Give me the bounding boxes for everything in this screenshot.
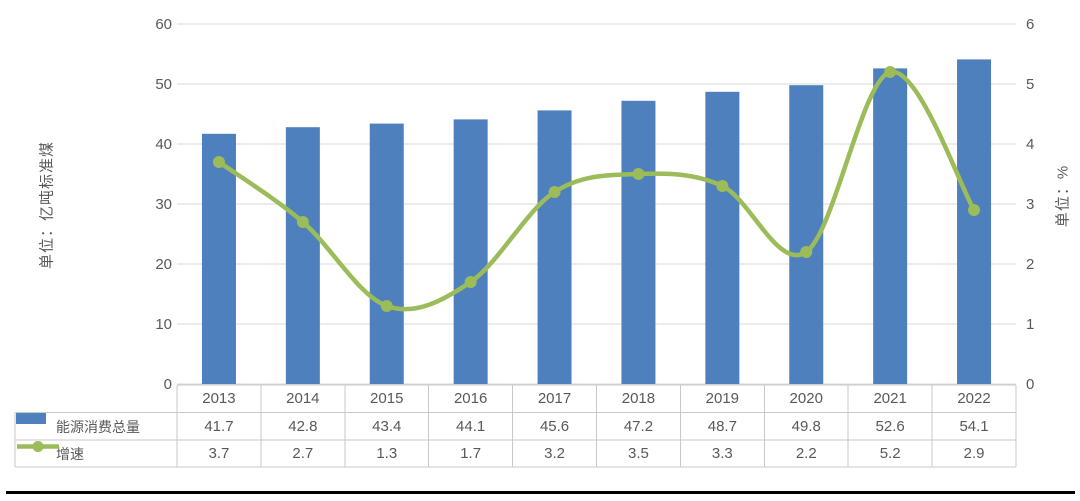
table-value-cell: 42.8 bbox=[288, 417, 318, 435]
left-axis-tick-label: 20 bbox=[155, 256, 172, 273]
line-marker bbox=[548, 186, 561, 198]
bar bbox=[201, 133, 236, 384]
x-axis-label: 2021 bbox=[873, 390, 907, 408]
table-value-cell: 2.9 bbox=[963, 445, 985, 462]
x-axis-label: 2019 bbox=[705, 390, 740, 408]
x-axis-label: 2014 bbox=[286, 390, 320, 408]
table-value-cell: 3.3 bbox=[711, 445, 733, 462]
table-value-cell: 2.2 bbox=[795, 445, 817, 462]
line-marker bbox=[380, 300, 393, 312]
bottom-rule bbox=[6, 491, 1075, 494]
line-marker bbox=[212, 156, 225, 168]
legend-label: 能源消费总量 bbox=[56, 418, 140, 435]
table-value-cell: 3.2 bbox=[544, 445, 565, 462]
table-value-cell: 49.8 bbox=[791, 417, 821, 435]
x-axis-label: 2020 bbox=[789, 390, 823, 408]
bar bbox=[453, 119, 488, 385]
left-axis-tick-label: 10 bbox=[155, 316, 172, 333]
right-axis-tick-label: 2 bbox=[1026, 256, 1035, 273]
table-value-cell: 44.1 bbox=[456, 417, 486, 435]
table-value-cell: 2.7 bbox=[292, 445, 314, 462]
table-value-cell: 48.7 bbox=[707, 417, 737, 435]
growth-rate-line bbox=[216, 69, 977, 312]
table-value-cell: 1.7 bbox=[460, 445, 482, 462]
legend-bar-swatch-icon bbox=[16, 413, 46, 424]
bar bbox=[369, 123, 404, 384]
table-value-cell: 41.7 bbox=[204, 417, 234, 435]
bar bbox=[621, 100, 656, 385]
x-axis-label: 2018 bbox=[621, 390, 656, 408]
line-marker bbox=[464, 276, 477, 288]
right-axis-title: 单位：% bbox=[1054, 164, 1072, 228]
x-axis-label: 2017 bbox=[537, 390, 572, 408]
line-marker bbox=[800, 246, 813, 258]
x-axis-label: 2013 bbox=[202, 390, 236, 408]
line-marker bbox=[632, 168, 645, 180]
left-axis-tick-label: 60 bbox=[155, 16, 172, 33]
bar bbox=[285, 127, 320, 384]
table-value-cell: 3.7 bbox=[208, 445, 230, 462]
line-marker bbox=[296, 216, 309, 228]
right-axis-tick-label: 3 bbox=[1026, 196, 1035, 213]
bar bbox=[705, 91, 740, 385]
right-axis-tick-label: 5 bbox=[1026, 76, 1035, 93]
right-axis-tick-label: 6 bbox=[1026, 16, 1035, 33]
bar bbox=[873, 68, 908, 385]
line-marker bbox=[884, 66, 897, 78]
left-axis-tick-label: 50 bbox=[155, 76, 172, 93]
table-value-cell: 3.5 bbox=[628, 445, 649, 462]
left-axis-title: 单位：亿吨标准煤 bbox=[38, 140, 56, 270]
right-axis-tick-label: 1 bbox=[1026, 316, 1035, 333]
bar bbox=[957, 59, 992, 385]
left-axis-tick-label: 30 bbox=[155, 196, 172, 213]
legend-label: 增速 bbox=[56, 445, 84, 462]
line-marker bbox=[968, 204, 981, 216]
line-marker bbox=[716, 180, 729, 192]
x-axis-label: 2022 bbox=[957, 390, 991, 408]
table-value-cell: 52.6 bbox=[875, 417, 905, 435]
table-value-cell: 54.1 bbox=[959, 417, 989, 435]
legend-line-marker-icon bbox=[17, 441, 59, 452]
right-axis-tick-label: 4 bbox=[1026, 136, 1035, 153]
table-value-cell: 1.3 bbox=[376, 445, 398, 462]
legend-item-growth-rate: 增速 bbox=[16, 440, 176, 467]
bar bbox=[537, 110, 572, 385]
left-axis-tick-label: 40 bbox=[155, 136, 172, 153]
left-axis-tick-label: 0 bbox=[163, 376, 172, 393]
table-value-cell: 45.6 bbox=[539, 417, 570, 435]
table-value-cell: 47.2 bbox=[623, 417, 654, 435]
right-axis-tick-label: 0 bbox=[1026, 376, 1035, 393]
table-value-cell: 5.2 bbox=[879, 445, 901, 462]
legend-item-energy-consumption: 能源消费总量 bbox=[16, 413, 176, 440]
x-axis-label: 2015 bbox=[370, 390, 404, 408]
table-value-cell: 43.4 bbox=[372, 417, 402, 435]
x-axis-label: 2016 bbox=[453, 390, 488, 408]
